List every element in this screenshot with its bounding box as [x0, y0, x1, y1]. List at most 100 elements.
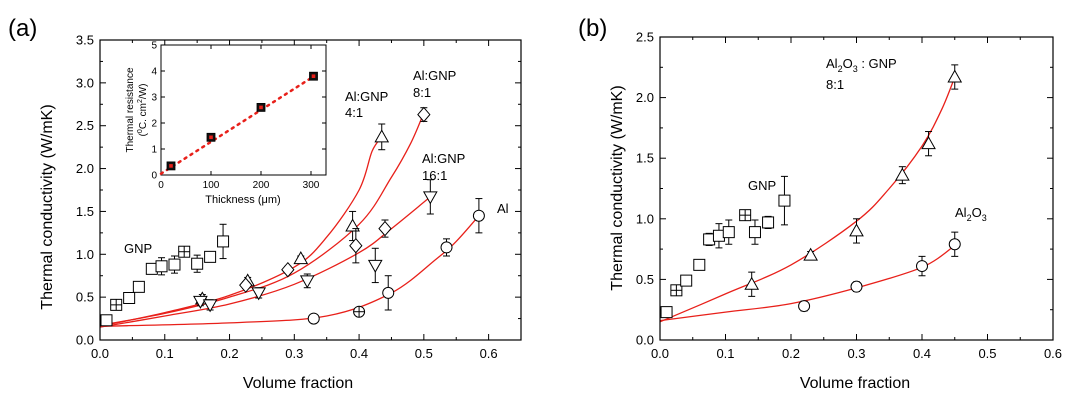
panel-b-x-tick-label-4: 0.4 [913, 346, 931, 361]
panel-a-series-1-point-2 [293, 251, 309, 265]
inset: 0 100 200 300 0 1 2 3 4 5 Thickness (μm) Thermal … [125, 41, 327, 206]
panel-b-series-1-point-1 [803, 247, 819, 261]
panel-a-y-tick-label-1: 0.5 [76, 290, 94, 305]
panel-a-series-0-point-2 [123, 292, 136, 304]
panel-b-series-0-point-3 [693, 258, 706, 271]
panel-a-series-4-point-0 [307, 312, 320, 325]
panel-b-series-0-point-0-shape [660, 306, 673, 319]
annotation-al-gnp-16-1-line2: 16:1 [422, 168, 447, 183]
inset-data [159, 71, 318, 175]
inset-x-tick-label-1: 100 [203, 180, 220, 191]
annotation-al2o3-gnp-line1: Al2O3 : GNP [826, 56, 897, 74]
panel-b-data-points [660, 64, 963, 319]
panel-b-fit-curves [659, 76, 956, 323]
panel-b-series-2-point-2-shape [916, 260, 928, 273]
panel-a-fit-curve-2 [99, 112, 425, 327]
panel-b-series-2-point-2 [916, 260, 928, 273]
panel-a-series-2-point-1 [281, 261, 295, 278]
panel-b-y-tick-label-5: 2.5 [636, 30, 654, 45]
panel-b-series-0-point-0 [660, 306, 673, 319]
panel-b-label: (b) [578, 15, 607, 42]
panel-b-series-2-point-1-shape [850, 280, 863, 293]
panel-b-x-tick-label-5: 0.5 [978, 346, 996, 361]
panel-a-x-tick-label-0: 0.0 [91, 346, 109, 361]
inset-point-0 [166, 161, 176, 171]
annotation-gnp-b: GNP [748, 178, 776, 193]
panel-b-series-0-point-9 [762, 216, 775, 229]
inset-y-tick-label-0: 0 [151, 171, 157, 182]
panel-a-series-2-point-3 [378, 220, 392, 237]
panel-a-series-0-point-2-shape [123, 292, 136, 304]
panel-a-series-0-point-0 [100, 314, 113, 327]
panel-a-series-4-point-2-shape [382, 286, 395, 299]
panel-b-x-tick-label-2: 0.2 [782, 346, 800, 361]
panel-a-series-0-point-8-shape [191, 257, 204, 270]
inset-ticks: 0 100 200 300 0 1 2 3 4 5 [151, 41, 326, 191]
panel-a-series-0-point-9-shape [204, 250, 217, 263]
inset-y-tick-label-2: 2 [151, 119, 157, 130]
panel-b-series-2-point-3-shape [948, 238, 961, 251]
panel-b-series-1-point-3 [894, 167, 910, 181]
panel-b-series-1-point-0 [744, 276, 760, 290]
panel-a: (a) Thermal conductivity (W/mK) Volume f… [8, 15, 522, 392]
panel-b-x-axis-label: Volume fraction [800, 375, 910, 392]
panel-b-y-tick-label-3: 1.5 [636, 151, 654, 166]
panel-b-series-0-point-10-shape [778, 194, 791, 207]
inset-x-tick-label-0: 0 [158, 180, 164, 191]
panel-a-x-tick-label-2: 0.2 [220, 346, 238, 361]
panel-a-series-4-point-0-shape [307, 312, 320, 325]
panel-b-x-tick-label-1: 0.1 [716, 346, 734, 361]
panel-a-series-4-point-4 [472, 209, 485, 222]
panel-a-series-2-point-2 [349, 237, 363, 254]
inset-x-tick-label-2: 200 [253, 180, 270, 191]
inset-x-axis-label: Thickness (μm) [205, 194, 280, 206]
annotation-al-gnp-4-1-line2: 4:1 [345, 105, 363, 120]
panel-a-fit-curve-1 [99, 136, 383, 327]
panel-a-series-3-point-1 [202, 299, 218, 313]
panel-a-series-1-point-4 [374, 129, 390, 143]
panel-b-series-0-point-6-shape [722, 226, 735, 239]
panel-a-y-tick-label-6: 3.0 [76, 75, 94, 90]
panel-a-y-tick-label-2: 1.0 [76, 247, 94, 262]
panel-a-ticks: 0.0 0.1 0.2 0.3 0.4 0.5 0.6 0.0 0.5 1.0 1.5 2.0 2.5 3… [76, 33, 521, 361]
panel-a-data-points [100, 106, 485, 327]
panel-b-series-0-point-2-shape [680, 274, 693, 287]
panel-b-x-tick-label-3: 0.3 [847, 346, 865, 361]
annotation-al2o3-gnp-line2: 8:1 [826, 77, 844, 92]
panel-a-series-4-point-3 [440, 241, 453, 254]
inset-frame [160, 44, 327, 176]
panel-b-series-1-point-4 [921, 136, 936, 150]
panel-b-series-0-point-1 [670, 284, 683, 297]
panel-b-series-0-point-6 [722, 226, 735, 239]
panel-b: (b) Thermal conductivity (W/mK) Volume f… [578, 15, 1062, 392]
panel-b-y-tick-label-2: 1.0 [636, 211, 654, 226]
panel-b-series-2-point-0 [798, 300, 811, 313]
inset-point-3-inner [311, 74, 316, 78]
panel-a-y-tick-label-3: 1.5 [76, 204, 94, 219]
annotation-al2o3: Al2O3 [955, 205, 987, 223]
panel-a-series-2-point-4 [417, 106, 431, 123]
panel-a-x-axis-label: Volume fraction [243, 375, 353, 392]
panel-b-y-axis-label: Thermal conductivity (W/mK) [609, 85, 626, 290]
panel-b-y-tick-label-1: 0.5 [636, 272, 654, 287]
panel-b-series-1-point-2 [849, 223, 864, 237]
annotation-al-gnp-8-1-line2: 8:1 [413, 85, 431, 100]
panel-a-series-4-point-2 [382, 286, 395, 299]
annotation-al-gnp-8-1-line1: Al:GNP [413, 68, 456, 83]
panel-b-ticks: 0.0 0.1 0.2 0.3 0.4 0.5 0.6 0.0 0.5 1.0 1.5 2.0 2.5 [636, 30, 1062, 362]
inset-point-1 [206, 132, 216, 142]
panel-a-series-0-point-10-shape [217, 235, 230, 248]
panel-a-series-2-point-0 [239, 277, 253, 293]
annotation-al-gnp-4-1-line1: Al:GNP [345, 89, 388, 104]
panel-a-series-0-point-5 [155, 260, 168, 273]
panel-a-series-0-point-9 [204, 250, 217, 263]
panel-a-series-3-point-0 [193, 295, 208, 309]
panel-a-y-axis-label: Thermal conductivity (W/mK) [39, 104, 56, 309]
inset-y-tick-label-3: 3 [151, 93, 157, 104]
panel-a-series-0-point-3-shape [132, 280, 145, 293]
panel-a-x-tick-label-6: 0.6 [480, 346, 498, 361]
panel-a-x-tick-label-5: 0.5 [415, 346, 433, 361]
panel-a-series-3-point-5 [422, 191, 438, 205]
panel-b-y-tick-label-4: 2.0 [636, 90, 654, 105]
inset-fit-line [159, 73, 318, 175]
